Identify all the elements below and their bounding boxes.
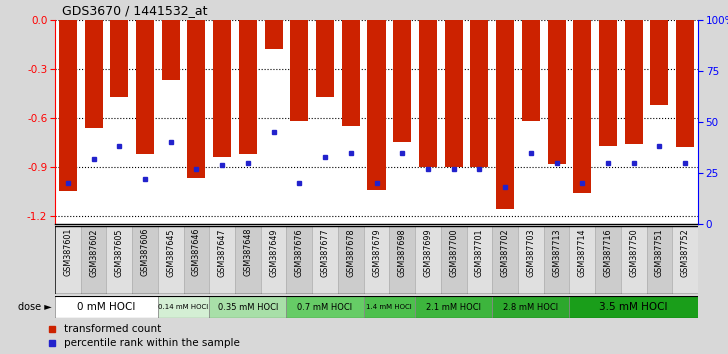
Text: GSM387699: GSM387699 — [424, 228, 432, 277]
Text: GSM387713: GSM387713 — [552, 228, 561, 276]
Text: GSM387700: GSM387700 — [449, 228, 458, 276]
Text: GSM387702: GSM387702 — [501, 228, 510, 277]
Text: 0 mM HOCl: 0 mM HOCl — [77, 302, 135, 312]
Text: transformed count: transformed count — [64, 324, 161, 334]
Bar — [621, 226, 646, 294]
Text: GSM387601: GSM387601 — [63, 228, 72, 276]
Bar — [210, 226, 235, 294]
Bar — [338, 226, 364, 294]
Bar — [287, 226, 312, 294]
Text: GSM387751: GSM387751 — [655, 228, 664, 277]
Bar — [467, 226, 492, 294]
Bar — [676, 20, 694, 147]
Bar — [312, 226, 338, 294]
Text: GSM387750: GSM387750 — [629, 228, 638, 277]
Bar — [261, 226, 287, 294]
Bar — [522, 20, 540, 121]
Bar — [290, 20, 309, 121]
Bar — [496, 20, 514, 209]
Bar — [470, 20, 488, 167]
Text: 1.4 mM HOCl: 1.4 mM HOCl — [366, 304, 412, 310]
Bar — [569, 226, 595, 294]
Bar — [84, 20, 103, 128]
Bar — [316, 20, 334, 97]
Bar — [544, 226, 569, 294]
Bar — [492, 226, 518, 294]
Bar — [419, 20, 437, 167]
Bar — [445, 20, 463, 167]
Bar — [389, 226, 415, 294]
Bar — [162, 20, 180, 80]
Bar — [569, 296, 698, 318]
Bar — [183, 226, 210, 294]
Text: GSM387698: GSM387698 — [397, 228, 407, 276]
Bar — [364, 226, 389, 294]
Text: 0.14 mM HOCl: 0.14 mM HOCl — [159, 304, 209, 310]
Bar — [573, 20, 591, 193]
Bar — [492, 296, 569, 318]
Bar — [264, 20, 282, 49]
Bar — [59, 20, 77, 192]
Text: 2.8 mM HOCl: 2.8 mM HOCl — [503, 303, 558, 312]
Text: percentile rank within the sample: percentile rank within the sample — [64, 338, 240, 348]
Bar — [672, 226, 698, 294]
Text: GSM387678: GSM387678 — [347, 228, 355, 276]
Text: GSM387606: GSM387606 — [141, 228, 149, 276]
Bar — [111, 20, 128, 97]
Bar — [415, 226, 440, 294]
Text: GSM387647: GSM387647 — [218, 228, 226, 276]
Bar — [599, 20, 617, 145]
Text: 2.1 mM HOCl: 2.1 mM HOCl — [426, 303, 481, 312]
Text: GSM387752: GSM387752 — [681, 228, 689, 277]
Bar — [210, 296, 287, 318]
Bar — [646, 226, 672, 294]
Bar — [595, 226, 621, 294]
Text: 3.5 mM HOCl: 3.5 mM HOCl — [599, 302, 668, 312]
Text: GSM387716: GSM387716 — [604, 228, 612, 276]
Text: GSM387701: GSM387701 — [475, 228, 484, 276]
Bar — [213, 20, 232, 157]
Text: GSM387676: GSM387676 — [295, 228, 304, 276]
Bar — [287, 296, 364, 318]
Text: GSM387602: GSM387602 — [89, 228, 98, 276]
Bar — [106, 226, 132, 294]
Text: GSM387649: GSM387649 — [269, 228, 278, 276]
Bar — [341, 20, 360, 126]
Text: GDS3670 / 1441532_at: GDS3670 / 1441532_at — [63, 4, 207, 17]
Bar — [368, 20, 386, 190]
Text: GSM387703: GSM387703 — [526, 228, 535, 276]
Bar — [132, 226, 158, 294]
Bar — [158, 296, 210, 318]
Text: GSM387645: GSM387645 — [166, 228, 175, 276]
Bar — [55, 226, 81, 294]
Text: GSM387605: GSM387605 — [115, 228, 124, 276]
Bar — [440, 226, 467, 294]
Bar — [81, 226, 106, 294]
Text: GSM387679: GSM387679 — [372, 228, 381, 277]
Text: GSM387648: GSM387648 — [243, 228, 253, 276]
Bar — [55, 296, 158, 318]
Text: 0.35 mM HOCl: 0.35 mM HOCl — [218, 303, 278, 312]
Text: GSM387646: GSM387646 — [192, 228, 201, 276]
Text: GSM387714: GSM387714 — [578, 228, 587, 276]
Text: 0.7 mM HOCl: 0.7 mM HOCl — [298, 303, 352, 312]
Bar — [547, 20, 566, 164]
Bar — [650, 20, 668, 105]
Bar — [415, 296, 492, 318]
Text: dose ►: dose ► — [17, 302, 52, 312]
Bar — [518, 226, 544, 294]
Bar — [239, 20, 257, 154]
Bar — [235, 226, 261, 294]
Bar — [625, 20, 643, 144]
Bar — [136, 20, 154, 154]
Text: GSM387677: GSM387677 — [320, 228, 330, 277]
Bar — [393, 20, 411, 142]
Bar — [187, 20, 205, 178]
Bar — [158, 226, 183, 294]
Bar — [364, 296, 415, 318]
